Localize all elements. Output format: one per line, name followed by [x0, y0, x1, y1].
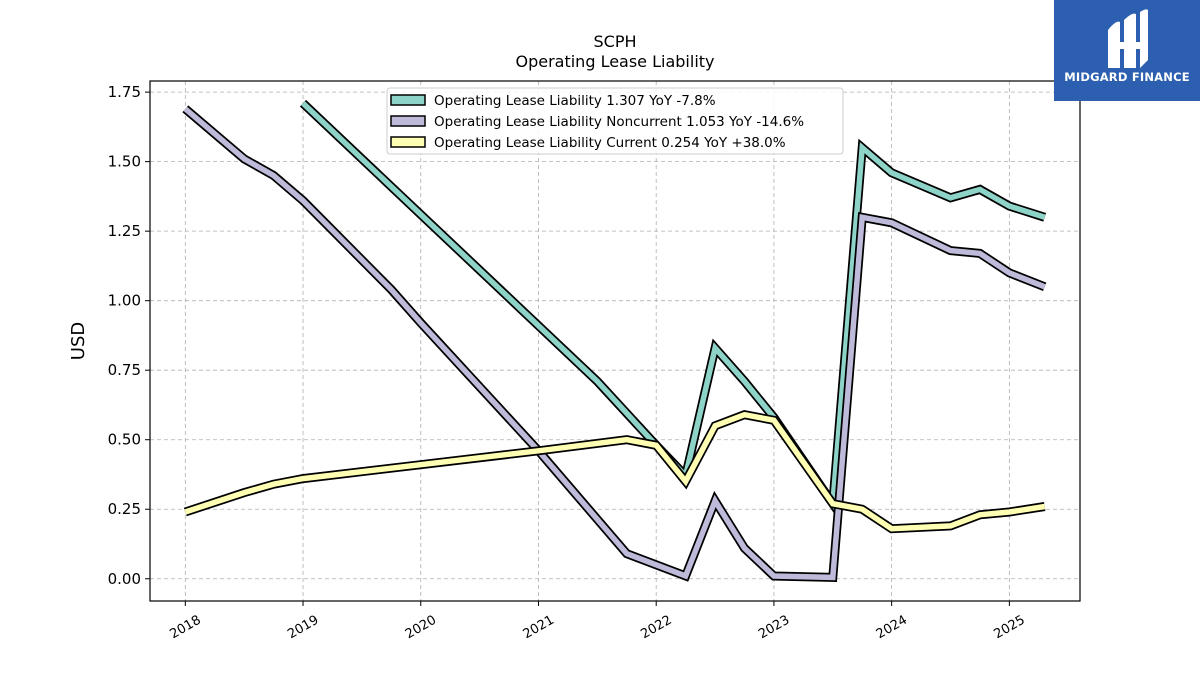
x-tick-label: 2021 [521, 613, 557, 643]
y-tick-label: 0.50 [108, 431, 141, 449]
chart-title: SCPH [593, 32, 637, 51]
legend-swatch [390, 94, 426, 106]
y-axis: 0.00 0.25 0.50 0.75 1.00 1.25 1.50 1.75 [108, 83, 150, 588]
x-tick-label: 2019 [285, 613, 321, 643]
legend-label: Operating Lease Liability Noncurrent 1.0… [434, 114, 804, 130]
logo-mark-icon [1108, 9, 1148, 69]
legend-label: Operating Lease Liability Current 0.254 … [434, 135, 786, 151]
y-tick-label: 0.75 [108, 361, 141, 379]
legend-box [386, 87, 844, 155]
y-tick-label: 1.50 [108, 153, 141, 171]
x-tick-label: 2023 [756, 613, 792, 643]
legend-swatch [390, 115, 426, 127]
series-line [301, 101, 1046, 512]
y-tick-label: 1.75 [108, 83, 141, 101]
y-axis-label: USD [68, 322, 89, 360]
series-2 [182, 105, 1047, 582]
x-axis: 2018 2019 2020 2021 2022 2023 2024 2025 [167, 601, 1028, 643]
y-tick-label: 0.25 [108, 500, 141, 518]
series-line [184, 411, 1046, 532]
legend: Operating Lease Liability 1.307 YoY -7.8… [386, 87, 844, 155]
x-tick-label: 2018 [167, 613, 203, 643]
series-lines [182, 99, 1047, 582]
brand-logo: MIDGARD FINANCE [1054, 0, 1200, 101]
axes-frame [149, 80, 1081, 602]
series-3 [183, 410, 1046, 534]
series-line-outline [183, 410, 1046, 534]
series-line [183, 106, 1046, 581]
legend-swatch [390, 136, 426, 148]
brand-name: MIDGARD FINANCE [1064, 70, 1190, 84]
x-tick-label: 2024 [874, 613, 910, 643]
series-line-outline [299, 99, 1047, 517]
chart-subtitle: Operating Lease Liability [515, 52, 715, 71]
x-tick-label: 2020 [403, 613, 439, 643]
x-tick-label: 2022 [638, 613, 674, 643]
y-tick-label: 1.25 [108, 222, 141, 240]
series-1 [299, 99, 1047, 517]
y-tick-label: 0.00 [108, 570, 141, 588]
y-tick-label: 1.00 [108, 292, 141, 310]
legend-label: Operating Lease Liability 1.307 YoY -7.8… [434, 93, 716, 109]
x-tick-label: 2025 [992, 613, 1028, 643]
